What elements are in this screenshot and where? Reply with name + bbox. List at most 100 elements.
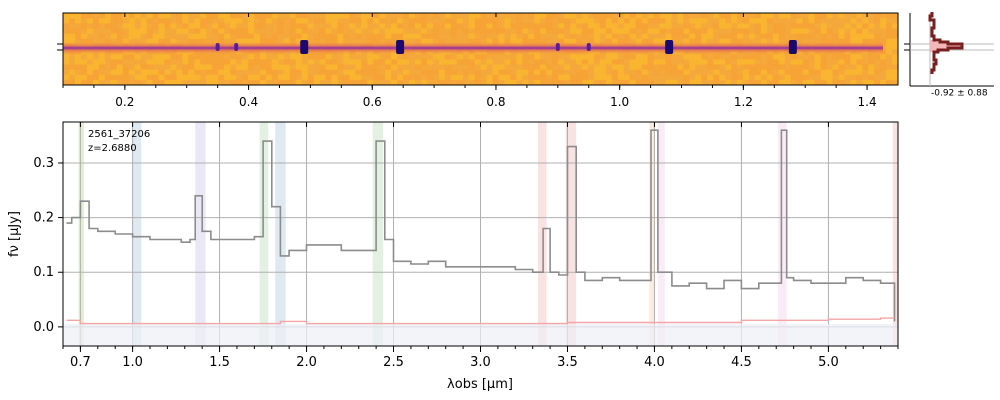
noise-pixel [343, 69, 350, 76]
noise-pixel [68, 59, 76, 65]
noise-pixel [832, 79, 839, 85]
noise-pixel [796, 74, 804, 81]
noise-pixel [194, 33, 201, 40]
noise-pixel [719, 18, 726, 24]
noise-pixel [564, 69, 571, 76]
noise-pixel [283, 18, 291, 24]
noise-pixel [820, 74, 827, 81]
noise-pixel [206, 54, 213, 60]
noise-pixel [719, 79, 726, 85]
noise-pixel [689, 23, 696, 29]
noise-pixel [414, 69, 422, 76]
2d-x-tick-label: 0.4 [239, 95, 258, 109]
noise-pixel [492, 79, 499, 85]
noise-pixel [617, 28, 625, 35]
noise-pixel [122, 74, 130, 81]
noise-pixel [635, 79, 643, 85]
noise-pixel [498, 13, 505, 19]
noise-pixel [814, 64, 821, 71]
noise-pixel [802, 33, 810, 40]
noise-pixel [754, 13, 762, 19]
noise-pixel [224, 54, 231, 60]
noise-pixel [283, 69, 291, 76]
noise-pixel [772, 28, 780, 35]
noise-pixel [575, 79, 583, 85]
noise-pixel [850, 33, 857, 40]
noise-pixel [391, 33, 398, 40]
noise-pixel [665, 13, 672, 19]
noise-pixel [379, 33, 386, 40]
noise-pixel [707, 13, 714, 19]
noise-pixel [158, 33, 165, 40]
noise-pixel [564, 13, 571, 19]
noise-pixel [665, 18, 672, 24]
noise-pixel [742, 54, 750, 60]
noise-pixel [355, 28, 362, 35]
noise-pixel [444, 33, 452, 40]
noise-pixel [218, 59, 225, 65]
noise-pixel [796, 18, 804, 24]
noise-pixel [677, 74, 684, 81]
noise-pixel [790, 69, 798, 76]
noise-pixel [325, 28, 332, 35]
noise-pixel [868, 54, 875, 60]
noise-pixel [653, 33, 660, 40]
noise-pixel [200, 64, 207, 71]
noise-pixel [868, 79, 875, 85]
noise-pixel [707, 79, 714, 85]
noise-pixel [635, 59, 643, 65]
noise-pixel [558, 33, 565, 40]
noise-pixel [158, 69, 165, 76]
noise-pixel [593, 23, 601, 29]
noise-pixel [820, 69, 827, 76]
noise-pixel [492, 74, 499, 81]
noise-pixel [856, 23, 863, 29]
noise-pixel [778, 33, 786, 40]
noise-pixel [432, 28, 440, 35]
noise-pixel [438, 69, 446, 76]
noise-pixel [623, 79, 631, 85]
noise-pixel [74, 28, 82, 35]
noise-pixel [587, 33, 595, 40]
noise-floor-band [63, 324, 898, 346]
noise-pixel [838, 23, 845, 29]
noise-pixel [295, 33, 303, 40]
noise-pixel [802, 59, 810, 65]
noise-pixel [271, 23, 279, 29]
noise-pixel [671, 74, 678, 81]
noise-pixel [510, 69, 517, 76]
noise-pixel [63, 64, 70, 71]
noise-pixel [152, 18, 159, 24]
noise-pixel [474, 13, 481, 19]
noise-pixel [587, 64, 595, 71]
noise-pixel [116, 23, 124, 29]
noise-pixel [194, 79, 201, 85]
noise-pixel [235, 74, 243, 81]
noise-pixel [259, 28, 267, 35]
noise-pixel [402, 33, 410, 40]
noise-pixel [253, 79, 261, 85]
x-tick-label: 2.0 [296, 355, 317, 370]
noise-pixel [802, 13, 810, 19]
noise-pixel [796, 79, 804, 85]
noise-pixel [760, 13, 768, 19]
noise-pixel [850, 18, 857, 24]
noise-pixel [480, 33, 487, 40]
noise-pixel [277, 13, 285, 19]
noise-pixel [581, 28, 589, 35]
noise-pixel [713, 69, 720, 76]
noise-pixel [283, 64, 291, 71]
noise-pixel [188, 13, 195, 19]
noise-pixel [206, 69, 213, 76]
noise-pixel [235, 54, 243, 60]
noise-pixel [230, 74, 237, 81]
noise-pixel [277, 54, 285, 60]
noise-pixel [665, 69, 672, 76]
noise-pixel [623, 59, 631, 65]
noise-pixel [337, 28, 344, 35]
noise-pixel [289, 18, 297, 24]
noise-pixel [546, 33, 553, 40]
noise-pixel [862, 18, 869, 24]
profile-fill [930, 20, 962, 74]
noise-pixel [862, 79, 869, 85]
